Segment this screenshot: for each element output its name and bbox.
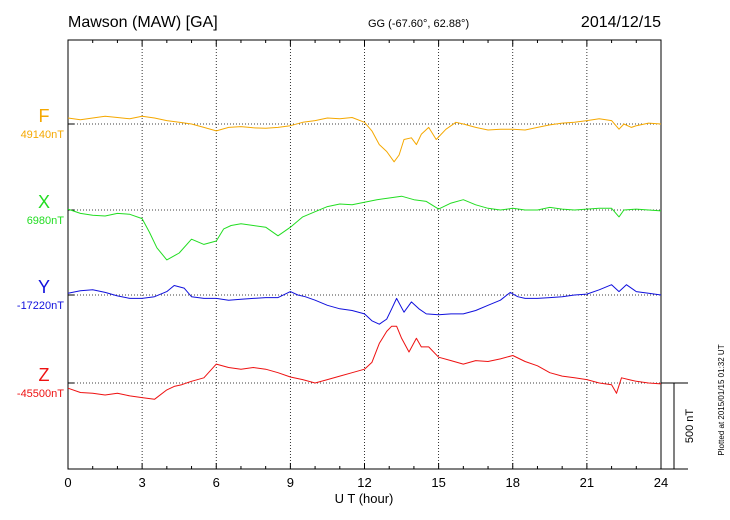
x-tick-label: 9 (287, 475, 294, 490)
plotted-timestamp: Plotted at 2015/01/15 01:32 UT (717, 344, 726, 455)
grid-lines (68, 40, 661, 469)
x-tick-label: 6 (213, 475, 220, 490)
series-name-Z: Z (39, 365, 50, 385)
x-tick-label: 18 (506, 475, 520, 490)
series-baseline-X: 6980nT (27, 215, 65, 227)
series-baseline-Z: -45500nT (17, 388, 64, 400)
x-tick-label: 21 (580, 475, 594, 490)
coords-label: GG (-67.60°, 62.88°) (368, 18, 469, 30)
series-line-Y (67, 284, 662, 325)
series-name-X: X (38, 192, 50, 212)
plot-frame (67, 39, 662, 470)
series-name-F: F (39, 106, 50, 126)
x-tick-label: 24 (654, 475, 668, 490)
series-labels: F 49140nT X 6980nT Y -17220nT Z -45500nT (17, 106, 64, 400)
x-tick-label: 0 (64, 475, 71, 490)
series-baseline-Y: -17220nT (17, 300, 64, 312)
series-name-Y: Y (38, 277, 50, 297)
series-group (67, 115, 662, 400)
x-ticks: 0 3 6 9 12 15 18 21 24 (64, 40, 668, 490)
x-tick-label: 3 (139, 475, 146, 490)
date-label: 2014/12/15 (581, 14, 661, 31)
x-axis-label: U T (hour) (335, 491, 394, 506)
series-line-F (67, 115, 662, 163)
series-baseline-F: 49140nT (21, 129, 65, 141)
x-tick-label: 12 (357, 475, 371, 490)
scale-bar-label: 500 nT (684, 409, 696, 444)
scale-bar: 500 nT (661, 382, 696, 470)
series-line-X (67, 195, 662, 261)
x-tick-label: 15 (431, 475, 445, 490)
station-title: Mawson (MAW) [GA] (68, 14, 218, 31)
series-line-Z (67, 325, 662, 400)
